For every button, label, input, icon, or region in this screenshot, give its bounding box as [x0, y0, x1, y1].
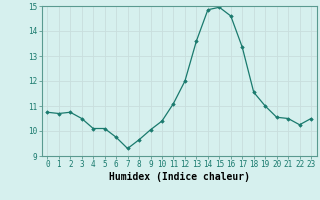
X-axis label: Humidex (Indice chaleur): Humidex (Indice chaleur) — [109, 172, 250, 182]
